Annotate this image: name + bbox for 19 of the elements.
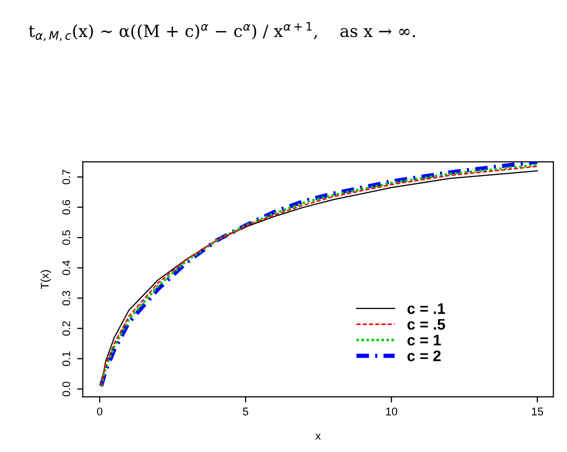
legend-label: c = .5	[407, 319, 446, 330]
y-tick-label: 0.3	[62, 290, 70, 306]
y-tick-label: 0.2	[62, 321, 70, 336]
y-tick-label: 0.5	[62, 230, 70, 245]
legend-label: c = 1	[407, 334, 441, 346]
y-tick-label: 0.0	[62, 382, 70, 396]
x-tick-label: 15	[532, 408, 544, 416]
x-axis-title: x	[315, 434, 321, 440]
y-tick-label: 0.6	[62, 200, 70, 215]
text: t$_{α,M,c}$(x) ∼ α((M + c)$^{α}$ − c$^{α}$) / x$^{α+1}$, as x → ∞.	[28, 22, 416, 42]
y-tick-label: 0.4	[62, 260, 70, 276]
x-tick-label: 0	[97, 408, 102, 416]
y-axis-title: T(x)	[40, 270, 51, 289]
legend-label: c = 2	[407, 350, 441, 362]
y-tick-label: 0.1	[62, 352, 70, 366]
legend-label: c = .1	[407, 303, 446, 314]
x-tick-label: 10	[386, 408, 398, 416]
y-tick-label: 0.7	[62, 170, 70, 184]
x-tick-label: 5	[242, 408, 248, 416]
